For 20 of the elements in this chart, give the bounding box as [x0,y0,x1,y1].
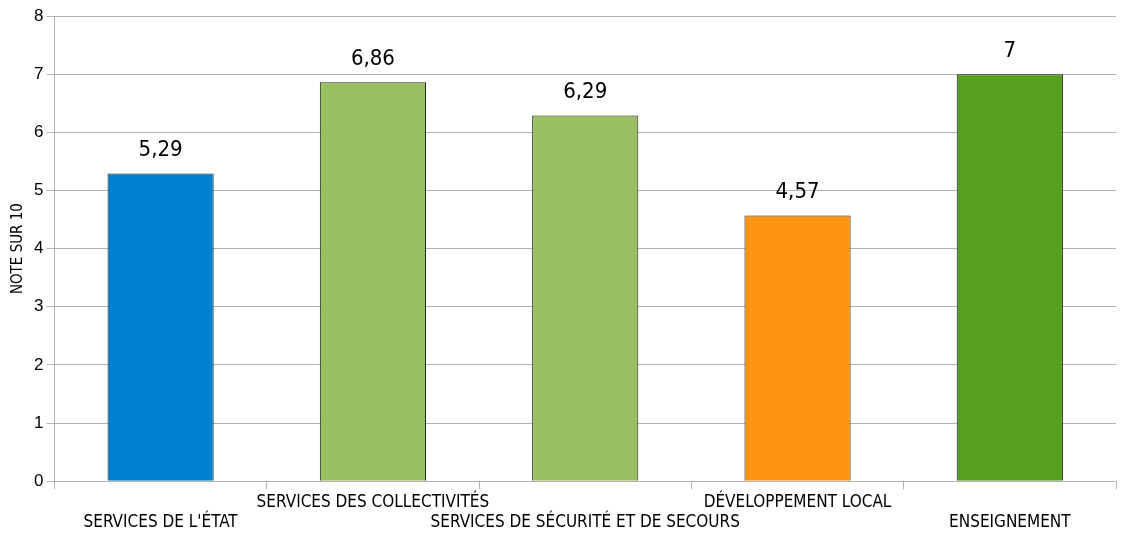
data-label: 5,29 [138,136,183,162]
y-tick-label: 3 [33,296,44,316]
y-tick-label: 1 [33,412,44,432]
y-axis-title: NOTE SUR 10 [7,203,26,295]
y-tick-label: 0 [33,470,44,490]
y-tick-label: 8 [33,5,44,25]
x-tick-label: SERVICES DE SÉCURITÉ ET DE SECOURS [430,510,740,532]
x-tick-label: ENSEIGNEMENT [949,511,1072,532]
data-label: 6,29 [563,78,608,104]
y-tick-label: 6 [33,121,44,141]
data-label: 6,86 [350,45,395,71]
y-tick-label: 4 [33,238,44,258]
y-tick-label: 5 [33,180,44,200]
y-tick-label: 2 [33,354,44,374]
x-tick-label: SERVICES DE L'ÉTAT [83,510,239,532]
data-label: 4,57 [775,178,820,204]
y-tick-label: 7 [33,63,44,83]
data-label: 7 [1003,36,1017,62]
x-tick-label: SERVICES DES COLLECTIVITÉS [256,489,490,511]
x-tick-label: DÉVELOPPEMENT LOCAL [703,489,892,511]
